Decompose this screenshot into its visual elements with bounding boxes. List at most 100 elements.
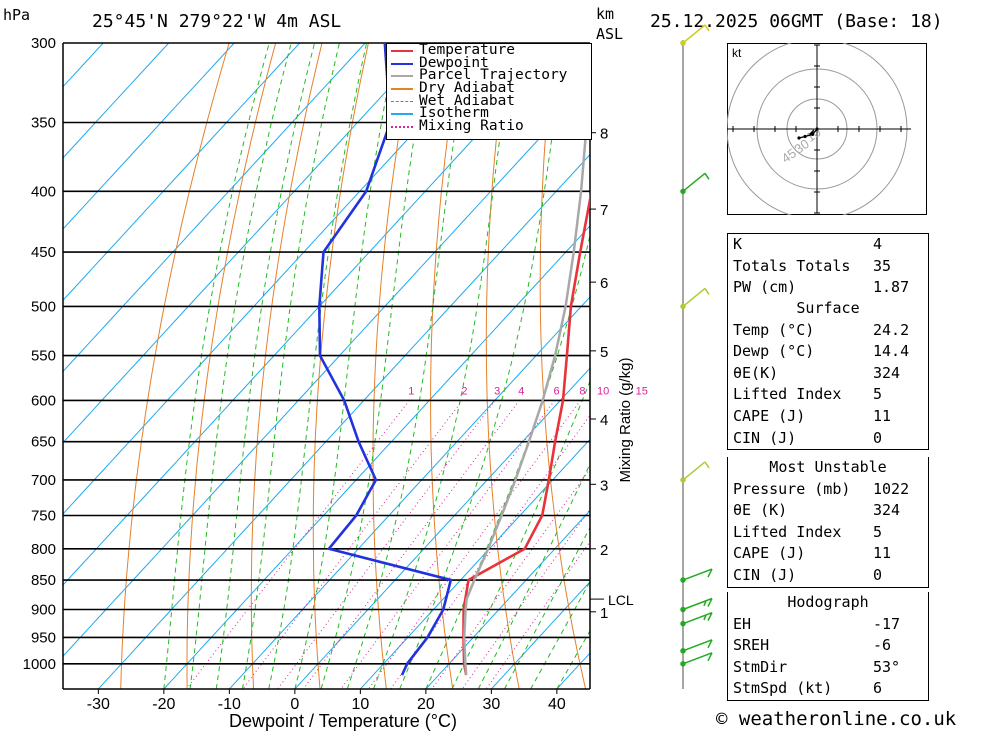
legend-item: Temperature [387,43,591,57]
isotherm [294,367,590,689]
pressure-tick-label: 350 [31,114,56,131]
mixing-ratio-value-label: 3 [494,385,500,397]
legend-swatch [391,50,413,52]
pressure-tick-label: 450 [31,244,56,261]
hodograph-point [797,136,801,140]
storm-motion-arrow [809,128,815,135]
legend-swatch [391,113,413,116]
mixing-ratio-value-label: 10 [597,385,609,397]
chart-legend: Temperature Dewpoint Parcel Trajectory Dry … [386,43,592,140]
pressure-tick-label: 850 [31,572,56,589]
legend-label: Dewpoint [419,54,489,71]
wet-adiabat [504,526,590,689]
table-row: EH -17 [728,614,928,636]
dry-adiabat [312,43,369,689]
hodograph-params-table: Hodograph EH -17 SREH -6 StmDir 53° StmSpd (kt)… [727,592,929,701]
mixing-ratio-axis-label: Mixing Ratio (g/kg) [617,357,634,482]
isotherm [491,581,590,689]
legend-swatch [391,62,413,65]
legend-label: Parcel Trajectory [419,67,568,84]
km-unit-label: km [596,5,615,23]
mixing-ratio-label-text: Mixing Ratio (g/kg) [617,357,634,482]
table-row: Dewp (°C) 14.4 [728,341,928,363]
row-key: EH [733,614,752,633]
isotherm [63,43,170,159]
wind-barb [680,639,713,654]
row-key: Temp (°C) [733,320,815,339]
wind-barb [680,461,710,483]
pressure-tick-label: 550 [31,348,56,365]
dry-adiabat [485,43,520,689]
x-tick-label: -20 [152,696,175,713]
mixing-ratio-line [277,400,496,689]
isotherm [425,509,590,689]
legend-label: Isotherm [419,105,489,122]
dry-adiabat [430,43,462,689]
mixing-ratio-line [186,400,410,689]
pressure-tick-label: 500 [31,298,56,315]
mixing-ratio-value-label: 15 [636,385,648,397]
wind-barb [680,172,710,195]
wind-barb [680,611,713,627]
wet-adiabat [451,379,590,689]
table-row: Lifted Index 5 [728,522,928,544]
pressure-unit-label: hPa [3,6,31,24]
x-tick-label: 20 [417,696,435,713]
skew-t-diagram: 3003504004505005506006507007508008509009… [23,35,648,731]
legend-label: Mixing Ratio [419,118,524,135]
parcel-trajectory-line [462,43,590,676]
row-key: CIN (J) [733,428,797,447]
pressure-tick-label: 800 [31,541,56,558]
isotherm [63,43,497,515]
table-row: CIN (J) 0 [728,565,928,587]
mixing-ratio-line [368,400,581,689]
isotherm [63,43,301,301]
hodograph-point [815,127,819,131]
row-value: -6 [873,636,892,655]
wet-adiabat [294,43,398,689]
height-tick-label: 1 [600,605,608,622]
table-row: Lifted Index 5 [728,384,928,406]
dry-adiabat [186,43,277,689]
mixing-ratio-line [340,400,555,689]
legend-item: Isotherm [387,105,591,122]
legend-item: Mixing Ratio [387,118,591,135]
isotherm [360,438,590,689]
row-key: StmSpd (kt) [733,679,833,698]
table-section-title: Surface [796,299,860,317]
dry-adiabat [250,43,323,689]
row-value: 24.2 [873,320,910,339]
height-tick-label: 3 [600,477,608,494]
pressure-tick-label: 700 [31,472,56,489]
wet-adiabat [242,43,340,689]
pressure-tick-label: 1000 [23,656,56,673]
table-row: StmDir 53° [728,657,928,679]
height-tick-label: 4 [600,412,608,429]
table-row: CAPE (J) 11 [728,543,928,565]
dewpoint-line [317,43,453,676]
row-key: Totals Totals [733,256,851,275]
row-key: K [733,235,743,253]
height-tick-label: 7 [600,202,608,219]
row-value: 11 [873,544,892,563]
table-row: CIN (J) 0 [728,428,928,450]
wind-barb [680,597,713,613]
legend-item: Dewpoint [387,54,591,71]
row-key: PW (cm) [733,278,797,297]
wind-barb [680,287,710,310]
row-value: 6 [873,679,883,698]
row-value: 5 [873,522,883,541]
table-section-title: Most Unstable [769,458,887,476]
mixing-ratio-line [242,400,463,689]
asl-unit-label: ASL [596,25,624,43]
pressure-tick-label: 650 [31,434,56,451]
wet-adiabat [215,43,315,689]
table-row: StmSpd (kt) 6 [728,678,928,700]
isotherm [63,43,563,586]
x-tick-label: -10 [218,696,241,713]
wind-barb [680,652,713,667]
isotherm [63,43,432,444]
row-key: θE (K) [733,501,788,520]
pressure-tick-label: 950 [31,629,56,646]
indices-table: K 4 Totals Totals 35 PW (cm) 1.87 [727,233,929,300]
